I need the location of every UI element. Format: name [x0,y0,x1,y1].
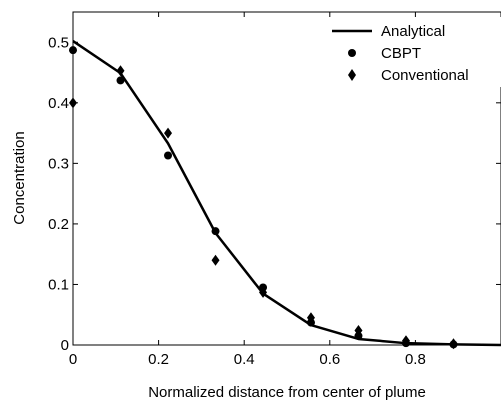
legend-swatch-conventional [348,69,356,81]
y-axis-ticks: 0 0.1 0.2 0.3 0.4 0.5 [48,34,501,354]
y-tick-label: 0.1 [48,276,69,293]
legend-box [328,17,501,87]
x-axis-ticks: 0 0.2 0.4 0.6 0.8 [69,12,426,368]
data-point-conventional [306,312,315,324]
legend-label-cbpt: CBPT [381,45,421,62]
x-tick-label: 0.2 [148,351,169,368]
data-point-conventional [354,324,363,336]
y-axis-label: Concentration [11,131,28,224]
y-tick-label: 0.5 [48,34,69,51]
x-axis-label: Normalized distance from center of plume [148,384,426,401]
y-tick-label: 0.3 [48,155,69,172]
x-tick-label: 0.6 [319,351,340,368]
data-point-cbpt [69,46,77,55]
y-tick-label: 0.4 [48,95,69,112]
legend-label-analytical: Analytical [381,23,445,40]
legend-swatch-cbpt [348,49,356,57]
data-point-cbpt [164,151,173,160]
data-point-cbpt [211,227,220,236]
series-layer [69,40,501,350]
data-point-conventional [69,97,77,109]
legend-label-conventional: Conventional [381,67,469,84]
x-tick-label: 0.4 [234,351,255,368]
data-point-conventional [116,65,125,77]
plot-area-frame [72,11,501,346]
data-point-conventional [164,127,173,139]
series-line-analytical [72,40,501,347]
y-tick-label: 0 [61,337,69,354]
data-point-conventional [259,286,268,298]
data-point-conventional [449,338,458,350]
legend: Analytical CBPT Conventional [328,17,501,87]
data-point-conventional [401,335,410,347]
y-tick-label: 0.2 [48,216,69,233]
x-tick-label: 0.8 [405,351,426,368]
data-point-cbpt [116,76,125,85]
x-tick-label: 0 [69,351,77,368]
data-point-conventional [211,254,220,266]
